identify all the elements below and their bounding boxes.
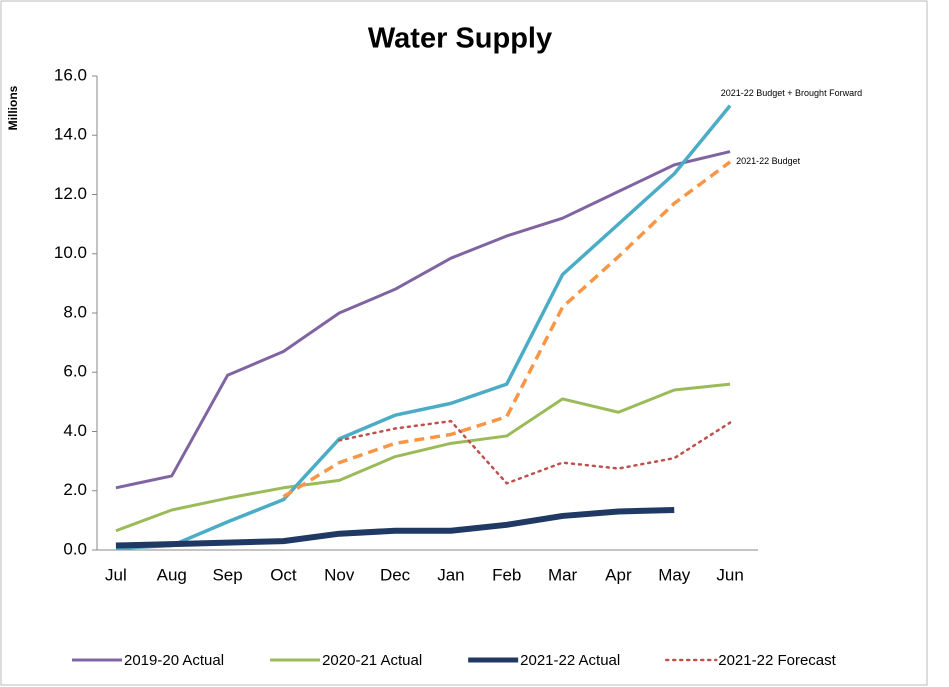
y-axis-label: Millions (6, 85, 20, 130)
x-tick-label: Nov (324, 565, 355, 584)
y-tick-label: 16.0 (54, 65, 87, 84)
y-tick-label: 12.0 (54, 184, 87, 203)
series-end-label: 2021-22 Budget + Brought Forward (720, 87, 863, 98)
series-line (115, 104, 732, 551)
x-tick-label: Jun (716, 565, 743, 584)
x-tick-label: Oct (270, 565, 297, 584)
x-tick-label: Apr (605, 565, 632, 584)
y-tick-label: 8.0 (63, 302, 87, 321)
legend-label: 2020-21 Actual (322, 652, 422, 669)
x-tick-label: May (658, 565, 691, 584)
x-tick-label: Aug (157, 565, 187, 584)
x-tick-label: Feb (492, 565, 521, 584)
x-tick-label: Jan (437, 565, 464, 584)
x-tick-label: Dec (380, 565, 411, 584)
x-tick-label: Mar (548, 565, 578, 584)
frame (0, 0, 928, 686)
legend-label: 2021-22 Actual (520, 652, 620, 669)
series-line (115, 507, 675, 549)
legend-label: 2019-20 Actual (124, 652, 224, 669)
y-tick-label: 10.0 (54, 243, 87, 262)
x-tick-label: Sep (212, 565, 242, 584)
y-tick-label: 0.0 (63, 539, 87, 558)
series-line (115, 150, 731, 490)
y-tick-label: 14.0 (54, 125, 87, 144)
legend-label: 2021-22 Forecast (718, 652, 836, 669)
series-line (282, 160, 732, 499)
chart-title: Water Supply (368, 23, 552, 55)
y-tick-label: 6.0 (63, 362, 87, 381)
x-tick-label: Jul (105, 565, 127, 584)
y-tick-label: 4.0 (63, 421, 87, 440)
y-tick-label: 2.0 (63, 480, 87, 499)
series-line (115, 382, 731, 533)
series-line (338, 419, 732, 485)
series-end-label: 2021-22 Budget (736, 155, 801, 166)
